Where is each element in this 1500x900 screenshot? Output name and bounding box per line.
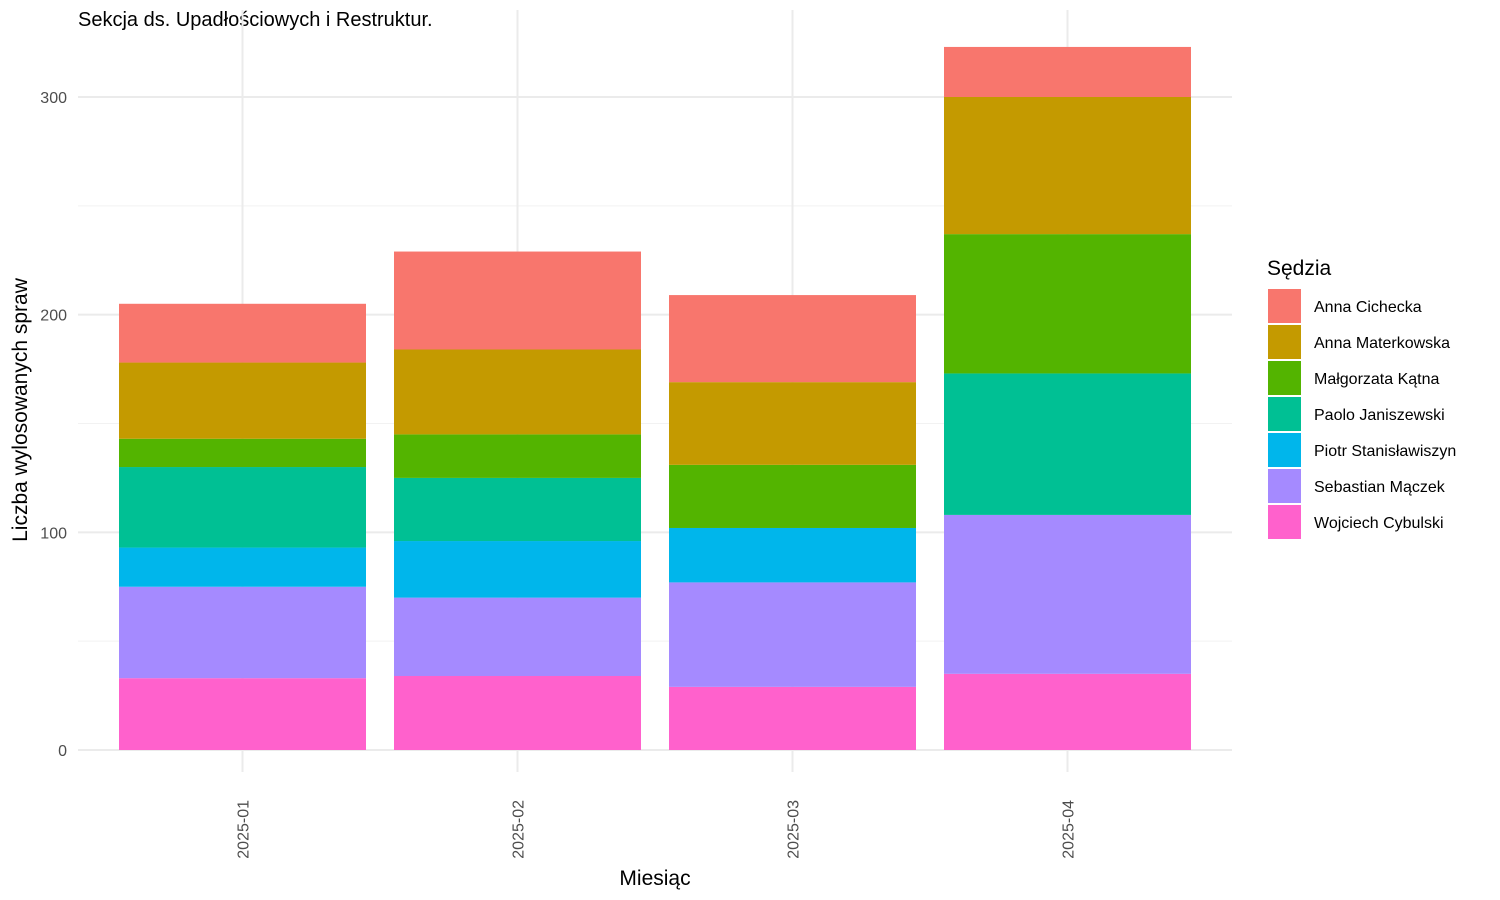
x-tick-label: 2025-01 — [236, 800, 253, 859]
bar-segment — [944, 234, 1191, 374]
bar-segment — [944, 97, 1191, 235]
bar-segment — [394, 434, 641, 478]
legend-swatch — [1268, 361, 1301, 395]
y-tick-label: 200 — [40, 308, 67, 325]
bar-segment — [669, 527, 916, 583]
legend: Sędzia Anna Cichecka Anna Materkowska Małg… — [1267, 257, 1456, 539]
bar-segment — [394, 675, 641, 750]
bar-segment — [394, 541, 641, 598]
bar-segment — [119, 438, 366, 468]
x-tick-label: 2025-04 — [1061, 800, 1078, 859]
bar-segment — [669, 295, 916, 383]
bar-segment — [119, 467, 366, 548]
bar-segment — [944, 373, 1191, 515]
bar-segment — [119, 547, 366, 587]
y-axis-title: Liczba wylosowanych spraw — [9, 277, 32, 542]
y-tick-label: 0 — [58, 743, 67, 760]
legend-items: Anna Cichecka Anna Materkowska Małgorzata … — [1268, 289, 1456, 539]
legend-title: Sędzia — [1267, 257, 1332, 280]
x-axis-title: Miesiąc — [619, 867, 690, 890]
bar-segment — [394, 251, 641, 350]
legend-swatch — [1268, 433, 1301, 467]
bar-segment — [394, 477, 641, 542]
bar-segment — [119, 303, 366, 363]
y-tick-label: 100 — [40, 525, 67, 542]
bar-segment — [394, 349, 641, 435]
bar-segment — [669, 582, 916, 687]
x-tick-label: 2025-02 — [511, 800, 528, 859]
bar-segment — [669, 686, 916, 750]
y-tick-label: 300 — [40, 90, 67, 107]
legend-label: Anna Materkowska — [1314, 335, 1450, 352]
bar-segment — [119, 678, 366, 750]
legend-swatch — [1268, 289, 1301, 323]
bar-segment — [119, 362, 366, 439]
bar-segment — [944, 673, 1191, 750]
legend-swatch — [1268, 469, 1301, 503]
legend-label: Piotr Stanisławiszyn — [1314, 443, 1456, 460]
legend-label: Paolo Janiszewski — [1314, 407, 1445, 424]
bar-segment — [669, 464, 916, 528]
legend-label: Małgorzata Kątna — [1314, 371, 1440, 388]
x-axis-ticks: 2025-01 2025-02 2025-03 2025-04 — [236, 800, 1078, 859]
bar-segment — [394, 597, 641, 676]
legend-label: Wojciech Cybulski — [1314, 515, 1444, 532]
y-axis-ticks: 0 100 200 300 — [40, 90, 67, 760]
x-tick-label: 2025-03 — [786, 800, 803, 859]
legend-label: Anna Cichecka — [1314, 299, 1422, 316]
bar-segment — [944, 46, 1191, 97]
legend-swatch — [1268, 325, 1301, 359]
bars — [119, 46, 1191, 750]
legend-swatch — [1268, 505, 1301, 539]
legend-label: Sebastian Mączek — [1314, 479, 1446, 496]
bar-segment — [944, 514, 1191, 674]
legend-swatch — [1268, 397, 1301, 431]
bar-segment — [669, 382, 916, 465]
bar-segment — [119, 586, 366, 679]
chart-title: Sekcja ds. Upadłościowych i Restruktur. — [78, 9, 433, 31]
